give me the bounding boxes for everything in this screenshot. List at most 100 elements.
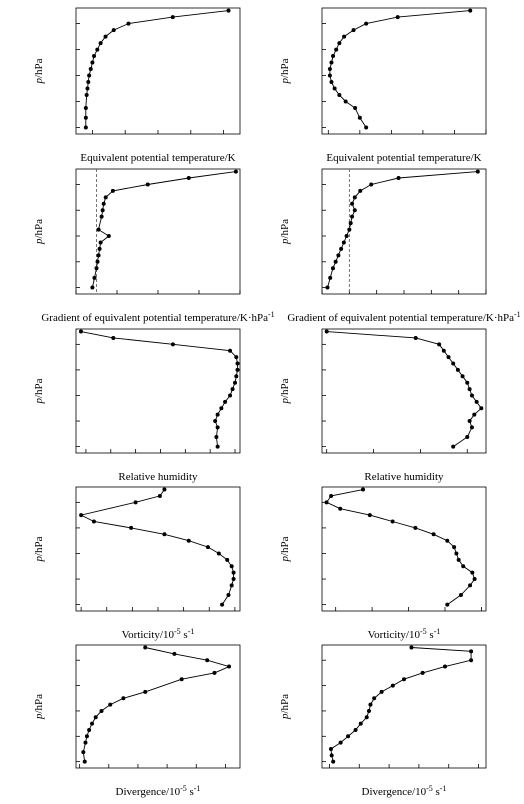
data-point (361, 487, 365, 492)
data-point (83, 106, 88, 111)
data-point (234, 374, 239, 379)
data-point (78, 329, 83, 334)
data-point (162, 532, 167, 537)
data-point (85, 86, 90, 91)
data-point (324, 329, 329, 334)
data-point (364, 125, 369, 130)
data-point (170, 342, 175, 347)
data-point (470, 570, 475, 575)
chart-panel: p/hPa Equivalent potential temperature/K (33, 7, 241, 164)
y-axis-label-symbol: p (279, 713, 291, 720)
data-point (100, 208, 105, 213)
data-point (90, 60, 95, 65)
y-axis-label-symbol: p (279, 398, 291, 405)
y-axis-label-symbol: p (33, 398, 45, 405)
y-axis-label-symbol: p (33, 238, 45, 245)
data-point (472, 577, 477, 582)
data-point (226, 593, 231, 598)
data-point (331, 759, 336, 764)
data-point (96, 227, 101, 232)
data-point (87, 727, 92, 732)
data-point (467, 387, 472, 392)
data-point (98, 240, 103, 245)
data-point (475, 169, 480, 174)
x-axis-label-sup: -1 (268, 310, 275, 319)
data-point (346, 734, 351, 739)
data-point (98, 41, 103, 46)
data-point (133, 500, 138, 505)
data-point (413, 335, 418, 340)
data-point (343, 99, 348, 104)
data-point (84, 93, 89, 98)
x-axis-label: Equivalent potential temperature/K (80, 152, 235, 164)
data-point (95, 47, 100, 52)
series-line (330, 647, 472, 762)
data-point (327, 67, 332, 72)
data-point (465, 435, 470, 440)
series-line (82, 647, 231, 762)
data-point (325, 285, 330, 290)
x-axis-label-main: Equivalent potential temperature/K (80, 152, 235, 164)
data-point (441, 348, 446, 353)
data-point (352, 195, 357, 200)
data-point (351, 28, 356, 33)
data-point (353, 106, 358, 111)
data-point (172, 651, 177, 656)
data-point (409, 645, 414, 650)
y-axis-label-symbol: p (279, 238, 291, 245)
data-point (121, 696, 126, 701)
data-point (452, 545, 457, 550)
data-point (83, 740, 88, 745)
data-point (402, 677, 406, 682)
data-point (347, 227, 352, 232)
x-axis-label-main: Equivalent potential temperature/K (326, 152, 481, 164)
data-point (145, 182, 150, 187)
x-axis-label: Relative humidity (364, 471, 444, 483)
data-point (446, 355, 451, 360)
data-point (179, 677, 184, 682)
x-axis-label: Vorticity/10-5 s-1 (122, 627, 195, 641)
data-point (366, 708, 371, 713)
y-axis-label-unit: /hPa (279, 58, 291, 78)
data-point (92, 275, 97, 280)
y-axis-label: p/hPa (279, 694, 291, 720)
data-point (328, 275, 333, 280)
y-axis-label-symbol: p (279, 78, 291, 85)
plot-frame (75, 486, 241, 612)
data-point (332, 86, 337, 91)
y-axis-label: p/hPa (33, 536, 45, 562)
data-point (451, 361, 456, 366)
data-point (420, 670, 425, 675)
data-point (469, 658, 474, 663)
data-point (83, 125, 88, 130)
data-point (101, 201, 106, 206)
data-point (88, 67, 93, 72)
data-point (219, 406, 224, 411)
x-axis-label-sup: -1 (514, 310, 521, 319)
data-point (235, 361, 240, 366)
data-point (445, 538, 450, 543)
y-axis-label-unit: /hPa (33, 694, 45, 714)
data-point (205, 658, 210, 663)
data-point (97, 246, 102, 251)
data-point (106, 234, 111, 239)
data-point (334, 47, 339, 52)
data-point (126, 21, 131, 26)
y-axis-label: p/hPa (33, 58, 45, 84)
data-point (328, 746, 333, 751)
data-point (225, 557, 230, 562)
data-point (234, 355, 239, 360)
data-point (231, 570, 236, 575)
data-point (329, 753, 334, 758)
x-axis-label-tail-sup: -1 (440, 784, 447, 793)
data-point (358, 188, 363, 193)
series-line (80, 331, 238, 447)
x-axis-label: Relative humidity (118, 471, 198, 483)
chart-panel: p/hPa Gradient of equivalent potential te… (33, 168, 275, 324)
x-axis-label: Divergence/10-5 s-1 (116, 784, 201, 798)
data-point (468, 583, 473, 588)
data-point (327, 73, 332, 78)
series-line (85, 10, 229, 128)
data-point (469, 393, 474, 398)
